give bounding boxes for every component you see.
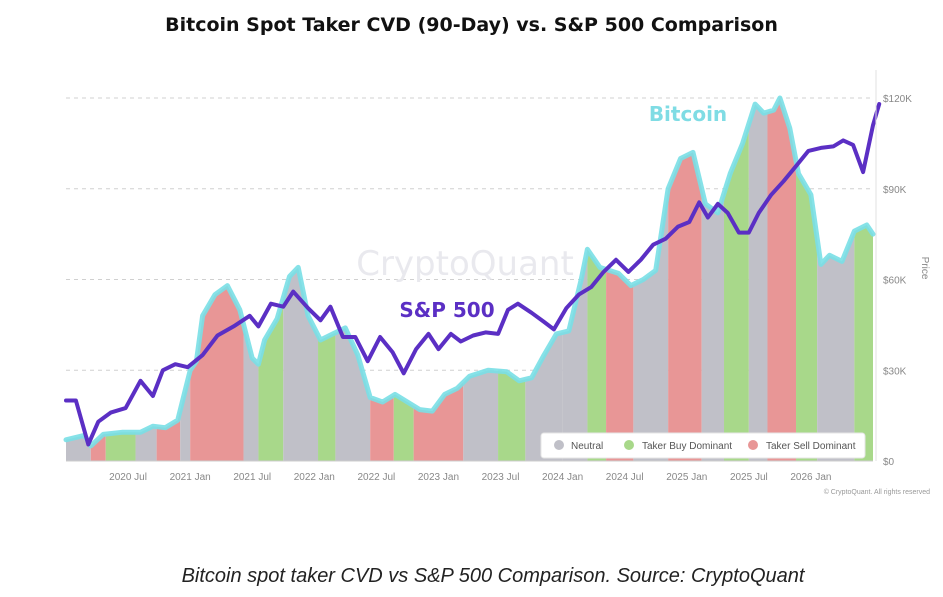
copyright-notice: © CryptoQuant. All rights reserved — [824, 488, 930, 496]
sp500-annotation: S&P 500 — [399, 298, 494, 322]
legend-box — [540, 432, 866, 459]
cvd-regime-band — [668, 98, 702, 461]
x-tick-label: 2023 Jul — [482, 472, 520, 483]
cvd-regime-band — [767, 98, 797, 461]
chart-title: Bitcoin Spot Taker CVD (90-Day) vs. S&P … — [165, 14, 778, 36]
cvd-regime-band — [748, 98, 768, 461]
x-tick-label: 2024 Jul — [606, 472, 644, 483]
legend-swatch-taker-sell — [748, 440, 758, 450]
y-tick-label: $30K — [883, 366, 907, 377]
x-tick-label: 2023 Jan — [418, 472, 459, 483]
cvd-regime-band — [318, 98, 336, 461]
y-tick-label: $0 — [883, 457, 895, 468]
x-tick-label: 2026 Jan — [790, 472, 831, 483]
legend-label-taker-buy: Taker Buy Dominant — [642, 441, 732, 452]
cvd-regime-band — [854, 98, 873, 461]
legend-swatch-neutral — [554, 440, 564, 450]
cvd-regime-band — [283, 98, 319, 461]
x-tick-label: 2025 Jul — [730, 472, 768, 483]
cvd-regime-band — [258, 98, 284, 461]
cvd-regime-band — [796, 98, 818, 461]
y-tick-label: $90K — [883, 185, 907, 196]
figure-caption: Bitcoin spot taker CVD vs S&P 500 Compar… — [181, 565, 805, 587]
bitcoin-annotation: Bitcoin — [649, 102, 727, 126]
x-tick-label: 2022 Jan — [294, 472, 335, 483]
bitcoin-price-line — [63, 95, 876, 449]
axis-layer: $0 $30K $60K $90K $120K Price 2020 Jul 2021 Jan… — [66, 70, 930, 483]
cvd-regime-band — [243, 98, 259, 461]
bitcoin-price-layer — [63, 95, 876, 449]
chart-legend: Neutral Taker Buy Dominant Taker Sell Do… — [540, 432, 866, 459]
cvd-regime-band — [190, 98, 244, 461]
x-tick-label: 2025 Jan — [666, 472, 707, 483]
legend-swatch-taker-buy — [624, 440, 634, 450]
watermark: CryptoQuant — [356, 244, 574, 284]
cvd-regime-band — [633, 98, 669, 461]
sp500-layer — [64, 102, 882, 447]
x-tick-label: 2021 Jul — [233, 472, 271, 483]
y-tick-label: $60K — [883, 276, 907, 287]
legend-label-neutral: Neutral — [571, 441, 603, 452]
x-tick-label: 2022 Jul — [357, 472, 395, 483]
cvd-regime-band — [156, 98, 181, 461]
cvd-regime-band — [701, 98, 725, 461]
sp500-line — [64, 102, 882, 447]
x-tick-label: 2024 Jan — [542, 472, 583, 483]
x-tick-label: 2021 Jan — [170, 472, 211, 483]
cvd-regime-band — [135, 98, 157, 461]
y-axis-label: Price — [919, 257, 930, 280]
cvd-regime-band — [105, 98, 136, 461]
legend-label-taker-sell: Taker Sell Dominant — [766, 441, 856, 452]
cvd-regime-band — [90, 98, 106, 461]
x-tick-label: 2020 Jul — [109, 472, 147, 483]
y-tick-label: $120K — [883, 94, 912, 105]
